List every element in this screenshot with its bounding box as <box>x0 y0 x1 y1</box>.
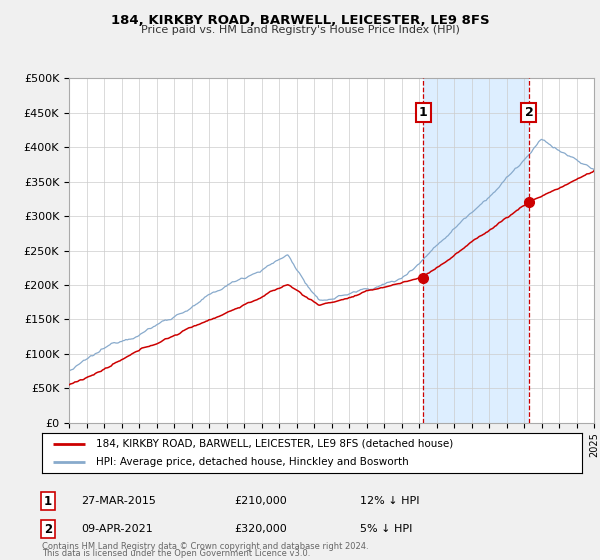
Text: 09-APR-2021: 09-APR-2021 <box>81 524 153 534</box>
Text: 1: 1 <box>44 494 52 508</box>
Text: HPI: Average price, detached house, Hinckley and Bosworth: HPI: Average price, detached house, Hinc… <box>96 458 409 467</box>
Text: 5% ↓ HPI: 5% ↓ HPI <box>360 524 412 534</box>
Text: 184, KIRKBY ROAD, BARWELL, LEICESTER, LE9 8FS (detached house): 184, KIRKBY ROAD, BARWELL, LEICESTER, LE… <box>96 439 453 449</box>
Text: Price paid vs. HM Land Registry's House Price Index (HPI): Price paid vs. HM Land Registry's House … <box>140 25 460 35</box>
Text: £320,000: £320,000 <box>234 524 287 534</box>
Text: 184, KIRKBY ROAD, BARWELL, LEICESTER, LE9 8FS: 184, KIRKBY ROAD, BARWELL, LEICESTER, LE… <box>110 14 490 27</box>
Text: 12% ↓ HPI: 12% ↓ HPI <box>360 496 419 506</box>
Text: 2: 2 <box>524 106 533 119</box>
Bar <box>423 78 529 423</box>
Text: 1: 1 <box>419 106 427 119</box>
Text: 27-MAR-2015: 27-MAR-2015 <box>81 496 156 506</box>
Text: 2: 2 <box>44 522 52 536</box>
Text: This data is licensed under the Open Government Licence v3.0.: This data is licensed under the Open Gov… <box>42 549 310 558</box>
Text: Contains HM Land Registry data © Crown copyright and database right 2024.: Contains HM Land Registry data © Crown c… <box>42 542 368 551</box>
Text: £210,000: £210,000 <box>234 496 287 506</box>
